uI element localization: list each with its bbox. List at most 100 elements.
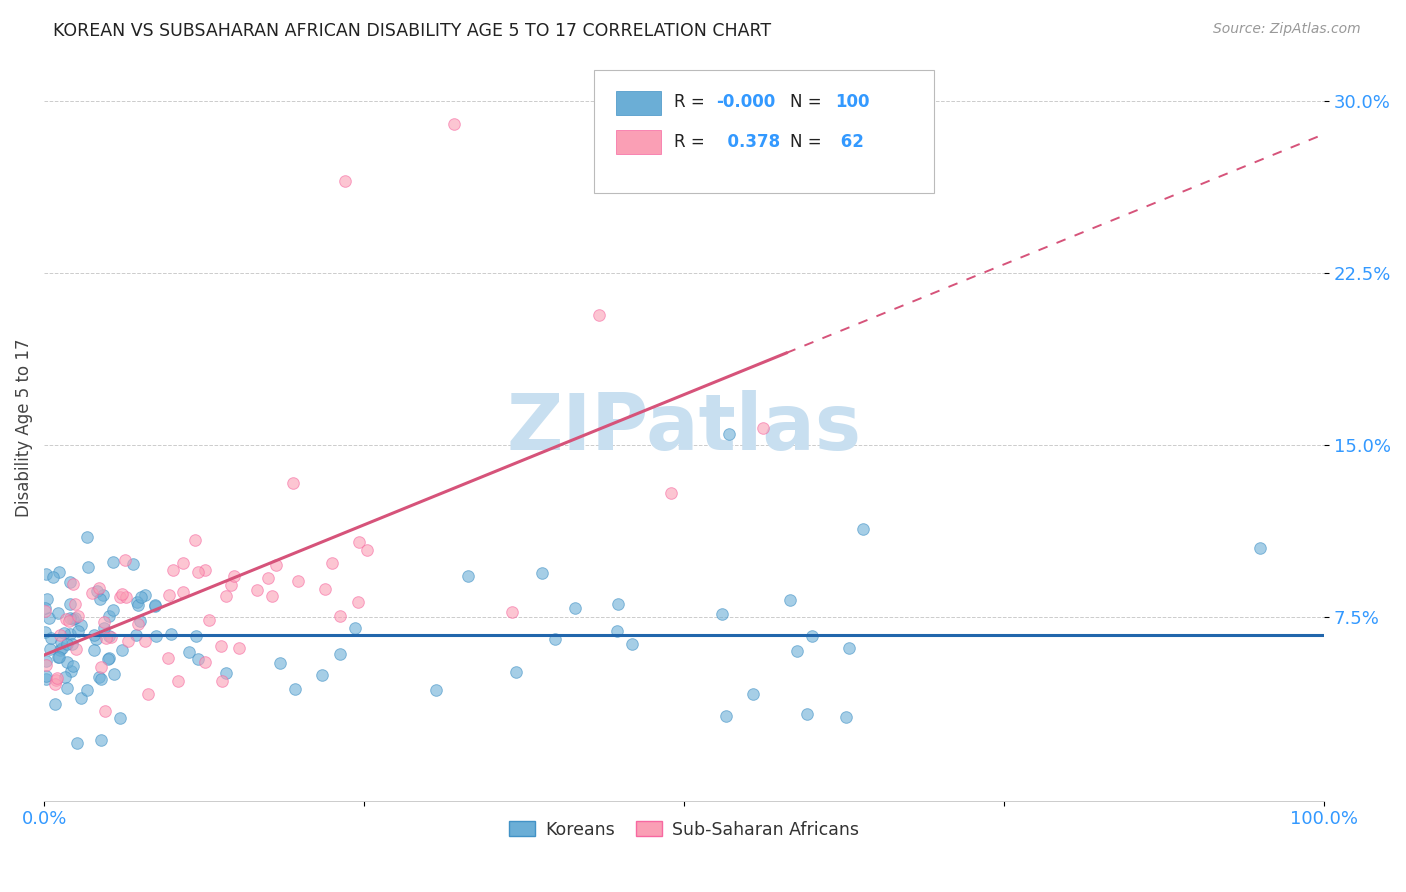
Point [89, 591, 111, 606]
Point [311, 667, 333, 681]
Point [711, 607, 734, 621]
Point [94, 631, 117, 645]
Point [114, 553, 136, 567]
Point [127, 617, 149, 632]
Point [283, 475, 305, 490]
Point [347, 595, 370, 609]
Bar [616, 91, 661, 115]
Point [41, 631, 63, 645]
Point [48, 628, 70, 642]
Point [48, 565, 70, 579]
Point [46, 649, 69, 664]
Point [87, 582, 110, 596]
Text: 100: 100 [835, 93, 869, 112]
Text: Source: ZipAtlas.com: Source: ZipAtlas.com [1213, 22, 1361, 37]
Point [44, 697, 66, 711]
Point [98, 629, 121, 643]
Point [60, 637, 83, 651]
Text: N =: N = [790, 93, 827, 112]
Point [209, 639, 232, 653]
Point [143, 598, 166, 612]
Point [56, 655, 79, 669]
Point [63, 610, 86, 624]
Point [588, 309, 610, 323]
Point [67, 609, 90, 624]
Point [284, 682, 307, 697]
Point [329, 609, 352, 624]
Point [55, 637, 77, 651]
Point [62, 577, 84, 591]
Point [44, 677, 66, 691]
Point [443, 117, 465, 131]
Point [187, 652, 209, 666]
Point [65, 597, 87, 611]
Point [156, 650, 179, 665]
Point [786, 644, 808, 658]
Point [90, 660, 112, 674]
Point [1249, 541, 1271, 556]
Point [53, 670, 76, 684]
Point [51, 640, 73, 655]
Point [264, 558, 287, 572]
Text: KOREAN VS SUBSAHARAN AFRICAN DISABILITY AGE 5 TO 17 CORRELATION CHART: KOREAN VS SUBSAHARAN AFRICAN DISABILITY … [53, 22, 772, 40]
Point [45, 671, 67, 685]
Point [86, 583, 108, 598]
Point [314, 582, 336, 597]
Point [157, 588, 180, 602]
Point [90, 672, 112, 686]
Point [347, 535, 370, 549]
Point [108, 711, 131, 725]
Point [86, 632, 108, 647]
Text: 62: 62 [835, 133, 863, 152]
Point [187, 566, 209, 580]
Point [779, 592, 801, 607]
Point [131, 591, 153, 605]
Point [211, 673, 233, 688]
Point [262, 589, 284, 603]
Point [49, 634, 72, 648]
Text: R =: R = [673, 133, 710, 152]
Point [76, 683, 98, 698]
Point [55, 681, 77, 695]
Point [160, 627, 183, 641]
Point [97, 651, 120, 665]
Point [58, 575, 80, 590]
Point [606, 597, 628, 611]
Point [111, 587, 134, 601]
Point [110, 590, 132, 604]
Point [62, 658, 84, 673]
Point [98, 651, 121, 665]
Point [34, 657, 56, 672]
Point [129, 615, 152, 629]
Point [329, 647, 352, 661]
Point [742, 687, 765, 701]
Point [659, 485, 682, 500]
Point [35, 673, 58, 687]
Point [801, 629, 824, 643]
Point [124, 628, 146, 642]
Point [45, 673, 67, 688]
Point [66, 736, 89, 750]
Point [97, 609, 120, 624]
Text: -0.000: -0.000 [716, 93, 775, 112]
Point [38, 641, 60, 656]
Point [215, 666, 238, 681]
Point [35, 567, 58, 582]
Point [59, 597, 82, 611]
Point [321, 556, 343, 570]
Point [127, 598, 149, 612]
Point [194, 655, 217, 669]
Point [55, 612, 77, 626]
Point [101, 555, 124, 569]
Legend: Koreans, Sub-Saharan Africans: Koreans, Sub-Saharan Africans [502, 814, 866, 846]
Point [356, 542, 378, 557]
FancyBboxPatch shape [595, 70, 934, 193]
Point [70, 618, 93, 632]
Point [38, 611, 60, 625]
Point [35, 591, 58, 606]
Point [58, 615, 80, 629]
Point [94, 704, 117, 718]
Point [103, 603, 125, 617]
Point [245, 582, 267, 597]
Point [333, 174, 356, 188]
